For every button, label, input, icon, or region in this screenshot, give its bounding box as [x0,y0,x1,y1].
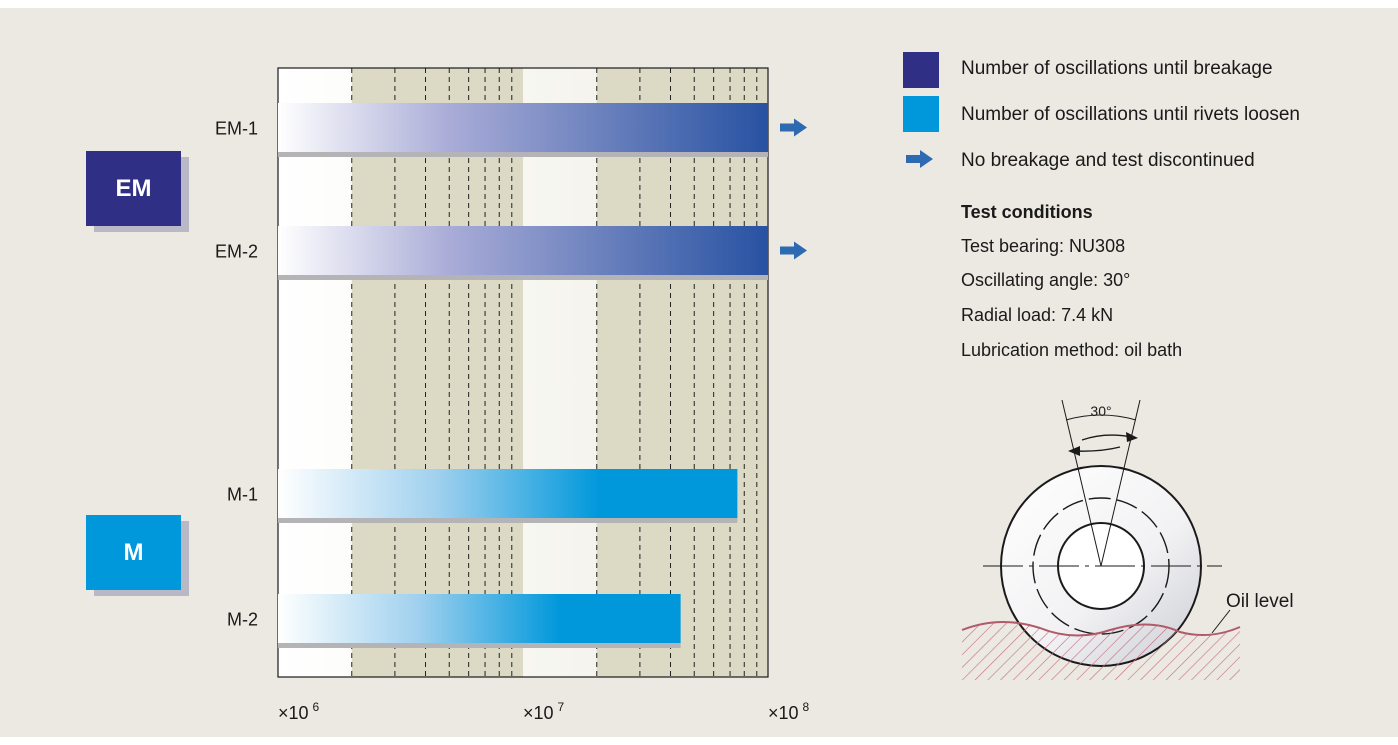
x-tick-label: ×10 7 [523,700,565,723]
legend-text-discontinued: No breakage and test discontinued [961,150,1255,171]
angle-line-left [1061,399,1102,567]
oil-level-line [961,621,1241,637]
x-axis-ticks: ×10 6 ×10 7 ×10 8 [278,700,810,723]
x-tick-exponent: 7 [558,700,565,714]
decade-band [596,68,768,677]
bar-shadow [278,518,738,523]
test-conditions-title: Test conditions [961,202,1093,222]
legend-swatch-breakage [903,52,939,88]
legend-text-rivets: Number of oscillations until rivets loos… [961,104,1300,125]
bar-label-em-1: EM-1 [215,119,258,139]
test-condition-angle: Oscillating angle: 30° [961,270,1131,290]
angle-arc [1065,414,1137,421]
bar-shadow [278,643,681,648]
plot-frame [277,67,769,678]
group-m-box: M [86,515,181,590]
legend-swatch-rivets [903,96,939,132]
bar-shadow [278,152,768,157]
bar-label-m-1: M-1 [227,485,258,505]
oil-level-label: Oil level [1226,591,1294,612]
bar-m-2 [278,594,681,643]
angle-label: 30° [1090,403,1111,419]
bars-layer: EM-1 EM-2 M-1 M-2 [215,103,807,648]
legend-arrow-icon [906,150,933,168]
group-em-label: EM [115,174,152,202]
discontinued-arrow-shaft [780,123,795,132]
test-condition-load: Radial load: 7.4 kN [961,305,1114,325]
discontinued-arrow-shaft [780,246,795,255]
plot-area [277,67,769,678]
discontinued-arrow-head [794,118,807,137]
x-tick-label: ×10 8 [768,700,810,723]
group-m-label: M [123,538,144,566]
bar-shadow [278,275,768,280]
decade-band [351,68,523,677]
bar-em-2 [278,226,768,275]
angle-line-right [1100,399,1141,567]
test-condition-lubrication: Lubrication method: oil bath [961,340,1183,360]
x-tick-exponent: 6 [313,700,320,714]
x-tick-label: ×10 6 [278,700,320,723]
bar-m-1 [278,469,738,518]
test-condition-bearing: Test bearing: NU308 [961,236,1126,256]
bearing-diagram: 30° Oil level [961,399,1294,680]
discontinued-arrow-head [794,241,807,260]
legend-text-breakage: Number of oscillations until breakage [961,58,1273,79]
bar-em-1 [278,103,768,152]
oscillation-arrow-top-head [1126,432,1138,442]
oscillation-arrow-bottom [1074,446,1121,452]
oscillation-arrow-top [1081,434,1133,441]
oil-level-leader [1211,609,1231,634]
bar-label-m-2: M-2 [227,610,258,630]
oscillation-arrow-bottom-head [1068,446,1080,456]
bar-label-em-2: EM-2 [215,242,258,262]
group-em-box: EM [86,151,181,226]
x-tick-exponent: 8 [803,700,810,714]
